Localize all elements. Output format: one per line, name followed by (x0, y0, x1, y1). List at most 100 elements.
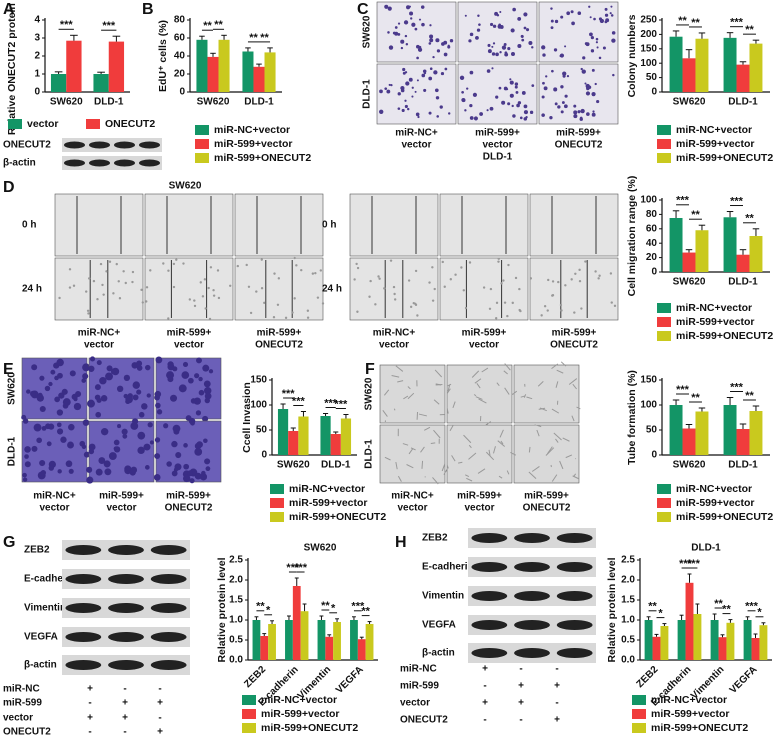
colony (596, 99, 600, 104)
cell (22, 418, 29, 424)
cell (156, 409, 163, 415)
row-label: 24 h (22, 284, 42, 295)
column-label: vector (379, 340, 409, 351)
cell (106, 365, 113, 372)
cell (414, 303, 418, 307)
cell (154, 437, 161, 443)
cell (291, 311, 294, 314)
cell (428, 281, 431, 284)
legend-label: miR-599+ONECUT2 (261, 722, 358, 734)
cell (449, 278, 453, 281)
tube (397, 380, 404, 383)
cell (105, 270, 108, 273)
colony (599, 18, 605, 24)
cell (277, 277, 281, 280)
legend-label: miR-599+ONECUT2 (676, 152, 773, 164)
tube (481, 367, 489, 373)
cell (61, 388, 68, 395)
cell (36, 394, 44, 402)
row-label: SW620 (7, 372, 18, 405)
cell (321, 302, 325, 305)
protein-label: E-cadherin (422, 562, 474, 573)
bar (644, 620, 653, 660)
colony (582, 56, 586, 60)
blot-band (471, 533, 508, 543)
colony (612, 73, 615, 77)
cell (202, 364, 210, 372)
cell (130, 466, 138, 474)
cell (145, 286, 149, 289)
cell (369, 279, 372, 283)
bar (682, 58, 696, 92)
tube (504, 387, 510, 395)
row-label: 0 h (322, 220, 336, 231)
blot-band (150, 574, 187, 584)
colony (505, 87, 509, 91)
cell (56, 409, 64, 416)
y-tick-label: 100 (640, 400, 657, 411)
colony (379, 109, 384, 114)
column-label: vector (482, 140, 512, 151)
row-label: SW620 (362, 15, 373, 48)
y-axis-label: EdU⁺ cells (%) (157, 20, 169, 92)
significance-label: ** (691, 209, 700, 221)
significance-label: *** (730, 195, 744, 207)
bar (66, 40, 82, 92)
colony (499, 25, 504, 29)
condition-label: miR-NC (3, 684, 40, 695)
blot-band (108, 545, 144, 555)
tube (562, 437, 570, 442)
cell (378, 277, 381, 280)
panel-letter: C (357, 1, 369, 18)
cell (68, 423, 75, 431)
colony (487, 43, 491, 47)
colony (589, 16, 592, 19)
cell (494, 317, 498, 320)
column-label: vector (84, 340, 114, 351)
colony (507, 47, 511, 51)
tube (497, 440, 506, 447)
cell (125, 395, 133, 404)
blot-band (64, 159, 85, 167)
tube (478, 398, 487, 404)
bar (660, 626, 669, 660)
colony (542, 81, 545, 85)
colony (550, 19, 554, 23)
tube (526, 396, 533, 400)
colony (464, 109, 467, 112)
colony (486, 69, 491, 73)
cell (273, 272, 276, 275)
cell (154, 390, 162, 398)
cell (573, 311, 576, 314)
cell (172, 424, 181, 433)
legend-label: miR-599+ONECUT2 (676, 511, 773, 523)
micrograph (439, 193, 529, 257)
cell (26, 389, 31, 394)
cell (187, 470, 194, 477)
cell (204, 458, 211, 465)
cell (82, 373, 89, 380)
cell (30, 390, 36, 397)
y-tick-label: 20 (646, 252, 658, 263)
cell (182, 262, 185, 265)
colony (492, 42, 496, 45)
tube (493, 446, 496, 454)
micrograph (144, 257, 234, 321)
cell (293, 297, 296, 300)
cell (44, 385, 51, 392)
colony (512, 114, 516, 118)
column-label: miR-599+ (99, 491, 144, 502)
y-tick-label: 0.0 (621, 655, 635, 666)
cell (199, 473, 208, 481)
tube (395, 461, 398, 470)
tube (559, 460, 564, 470)
bar (710, 620, 719, 660)
cell (69, 370, 76, 377)
cell (171, 470, 178, 477)
y-tick-label: 0.5 (621, 635, 635, 646)
condition-label: miR-599 (400, 681, 439, 692)
cell (183, 443, 188, 448)
cell (36, 437, 42, 444)
cell (497, 257, 500, 260)
cell (116, 385, 124, 393)
